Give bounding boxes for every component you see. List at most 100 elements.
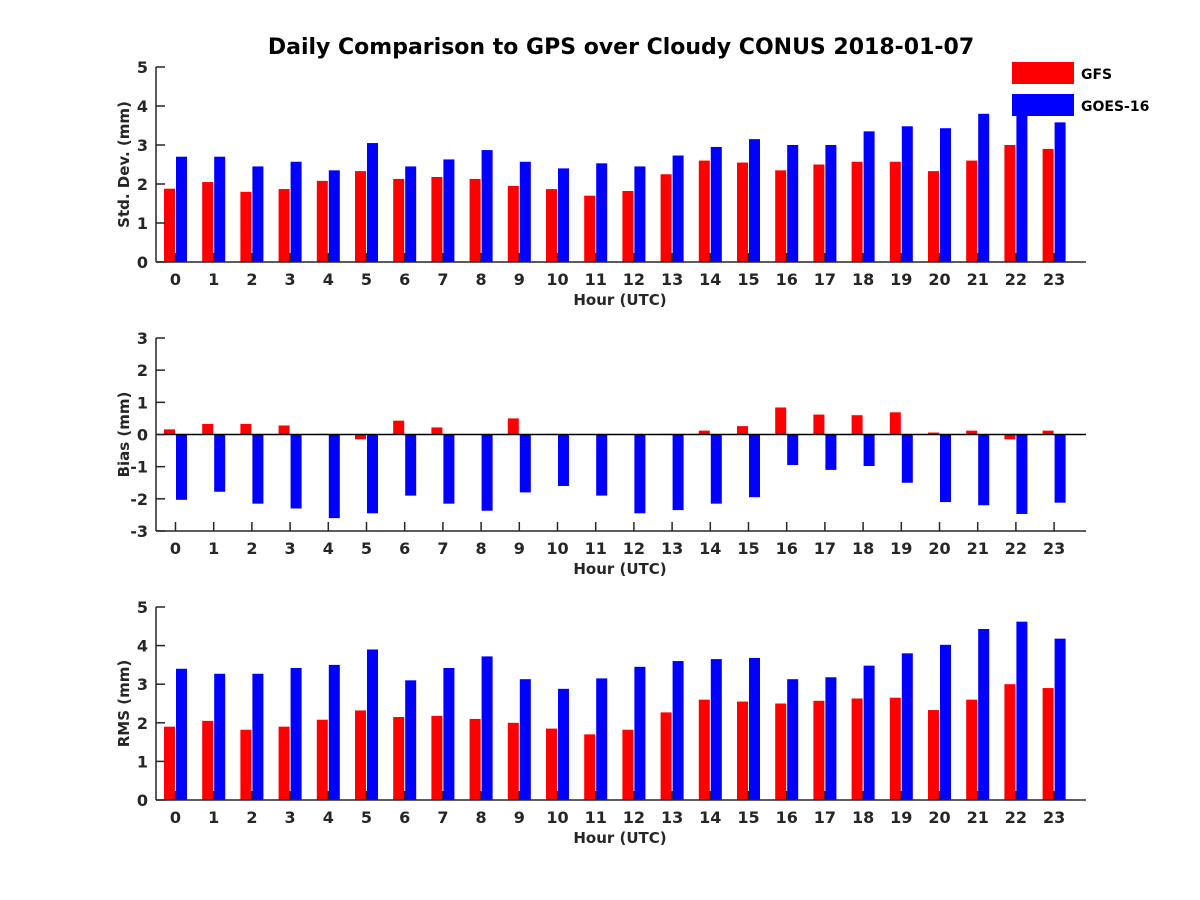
- rms-x-tick-label: 3: [285, 808, 296, 827]
- rms-bar-goes16-21: [978, 629, 990, 800]
- rms-bar-gfs-18: [851, 698, 863, 800]
- std-dev-x-tick-label: 1: [208, 270, 219, 289]
- std-dev-y-tick-label: 1: [137, 214, 148, 233]
- rms-bar-goes16-5: [367, 649, 378, 800]
- std-dev-bar-goes16-1: [214, 156, 226, 262]
- rms-x-tick-label: 5: [361, 808, 372, 827]
- rms-x-tick-label: 17: [814, 808, 836, 827]
- std-dev-bar-gfs-15: [737, 162, 748, 262]
- std-dev-bar-gfs-13: [660, 174, 672, 262]
- rms-bar-gfs-14: [698, 699, 710, 800]
- std-dev-bar-gfs-10: [546, 189, 557, 262]
- bias-bar-goes16-11: [596, 434, 608, 496]
- std-dev-x-tick-label: 19: [890, 270, 912, 289]
- rms-bar-gfs-21: [966, 699, 978, 800]
- rms-bar-gfs-12: [622, 729, 634, 800]
- rms-bar-goes16-20: [940, 644, 951, 800]
- bias-x-tick-label: 16: [776, 539, 798, 558]
- std-dev-x-tick-label: 7: [437, 270, 448, 289]
- bias-x-tick-label: 21: [967, 539, 989, 558]
- rms-x-tick-label: 8: [476, 808, 487, 827]
- bias-bar-goes16-2: [252, 434, 264, 504]
- bias-x-tick-label: 11: [585, 539, 607, 558]
- rms-bar-gfs-23: [1042, 688, 1054, 800]
- rms-x-tick-label: 20: [928, 808, 950, 827]
- bias-x-tick-label: 5: [361, 539, 372, 558]
- rms-x-tick-label: 1: [208, 808, 219, 827]
- rms-x-tick-label: 12: [623, 808, 645, 827]
- std-dev-bar-goes16-20: [940, 128, 951, 262]
- std-dev-bar-goes16-16: [787, 145, 799, 262]
- bias-bar-goes16-18: [863, 434, 875, 467]
- bias-bar-gfs-6: [393, 420, 405, 435]
- bias-bar-goes16-4: [328, 434, 340, 519]
- std-dev-bar-goes16-9: [519, 161, 531, 262]
- std-dev-bar-gfs-12: [622, 191, 634, 262]
- rms-x-tick-label: 4: [323, 808, 334, 827]
- bias-bar-goes16-20: [940, 434, 951, 503]
- bias-bar-goes16-8: [481, 434, 493, 511]
- rms-bar-goes16-2: [252, 673, 264, 800]
- rms-bar-goes16-0: [176, 668, 187, 800]
- bias-bar-goes16-3: [290, 434, 302, 509]
- bias-bar-gfs-17: [813, 414, 825, 435]
- rms-x-tick-label: 9: [514, 808, 525, 827]
- bias-bar-goes16-17: [825, 434, 837, 470]
- bias-x-tick-label: 12: [623, 539, 645, 558]
- legend-label-goes16: GOES-16: [1081, 99, 1149, 115]
- std-dev-bar-goes16-7: [443, 159, 455, 262]
- rms-bar-goes16-16: [787, 679, 799, 800]
- rms-bar-gfs-20: [928, 710, 939, 800]
- std-dev-bar-gfs-1: [202, 182, 214, 262]
- std-dev-bar-gfs-17: [813, 164, 825, 262]
- rms-bar-goes16-12: [634, 666, 646, 800]
- rms-bar-gfs-6: [393, 717, 405, 800]
- bias-bar-gfs-7: [431, 427, 443, 435]
- rms-x-tick-label: 0: [170, 808, 181, 827]
- std-dev-bar-goes16-18: [863, 131, 875, 262]
- rms-bar-gfs-10: [546, 728, 557, 800]
- std-dev-bar-gfs-3: [278, 189, 290, 262]
- std-dev-bar-gfs-22: [1004, 145, 1016, 262]
- bias-x-tick-label: 8: [476, 539, 487, 558]
- std-dev-bar-goes16-15: [749, 139, 760, 262]
- bias-x-tick-label: 18: [852, 539, 874, 558]
- rms-x-tick-label: 14: [699, 808, 721, 827]
- bias-bar-gfs-16: [775, 407, 787, 435]
- rms-bar-goes16-11: [596, 678, 608, 800]
- bias-bar-goes16-15: [749, 434, 760, 498]
- std-dev-y-tick-label: 5: [137, 58, 148, 77]
- bias-bar-gfs-21: [966, 430, 978, 435]
- bias-y-axis-label: Bias (mm): [115, 392, 133, 478]
- legend: GFS GOES-16: [1012, 62, 1149, 116]
- bias-x-tick-label: 3: [285, 539, 296, 558]
- rms-bar-gfs-2: [240, 729, 252, 800]
- bias-bar-goes16-1: [214, 434, 226, 492]
- bias-x-tick-label: 13: [661, 539, 683, 558]
- std-dev-bar-gfs-9: [507, 185, 519, 262]
- bias-bar-gfs-22: [1004, 434, 1016, 440]
- std-dev-x-tick-label: 14: [699, 270, 721, 289]
- bias-bar-goes16-6: [405, 434, 417, 496]
- rms-x-axis-label: Hour (UTC): [573, 829, 666, 847]
- std-dev-bar-gfs-7: [431, 176, 443, 262]
- rms-bar-gfs-7: [431, 715, 443, 800]
- rms-x-tick-label: 7: [437, 808, 448, 827]
- std-dev-x-tick-label: 8: [476, 270, 487, 289]
- rms-x-tick-label: 21: [967, 808, 989, 827]
- std-dev-bar-gfs-11: [584, 195, 596, 262]
- rms-bar-goes16-17: [825, 677, 837, 800]
- std-dev-bar-goes16-14: [710, 146, 722, 262]
- std-dev-x-axis-label: Hour (UTC): [573, 291, 666, 309]
- rms-bar-goes16-23: [1054, 638, 1066, 800]
- std-dev-x-tick-label: 18: [852, 270, 874, 289]
- std-dev-bar-goes16-10: [558, 168, 569, 262]
- rms-bar-gfs-17: [813, 700, 825, 800]
- std-dev-x-tick-label: 21: [967, 270, 989, 289]
- bias-bar-goes16-21: [978, 434, 990, 506]
- bias-bar-goes16-16: [787, 434, 799, 466]
- rms-bar-goes16-3: [290, 667, 302, 800]
- bias-x-tick-label: 22: [1005, 539, 1027, 558]
- rms-bar-goes16-4: [328, 664, 340, 800]
